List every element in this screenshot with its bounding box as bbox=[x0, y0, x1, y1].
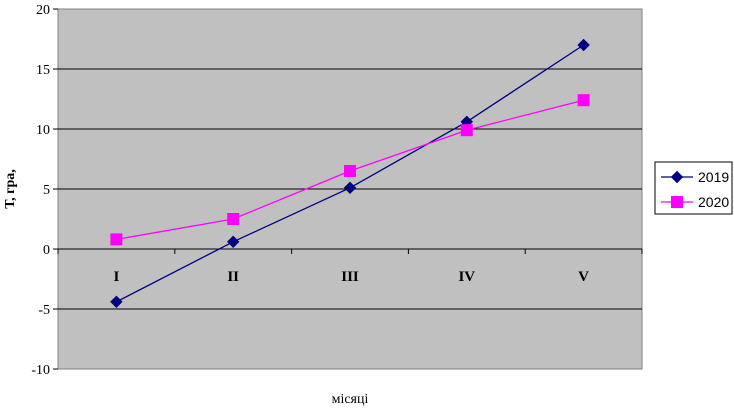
data-point bbox=[577, 38, 590, 52]
legend-marker bbox=[671, 196, 683, 208]
data-point bbox=[110, 295, 123, 309]
y-tick-label: 0 bbox=[43, 243, 50, 258]
y-tick-label: -5 bbox=[38, 303, 50, 318]
y-axis-title: Т, гра, bbox=[3, 169, 18, 209]
legend-marker bbox=[670, 170, 684, 184]
data-point bbox=[577, 94, 590, 107]
x-axis-title: місяці bbox=[332, 392, 369, 407]
data-point bbox=[226, 235, 240, 249]
legend-label: 2019 bbox=[698, 169, 729, 185]
legend-item-2019: 2019 bbox=[661, 169, 729, 185]
legend-box bbox=[654, 161, 733, 215]
legend: 2019 2020 bbox=[654, 161, 733, 215]
y-tick-label: 20 bbox=[36, 3, 50, 18]
category-label: III bbox=[341, 269, 359, 285]
x-axis-category-labels: I II III IV V bbox=[113, 269, 589, 285]
category-label: V bbox=[578, 269, 589, 285]
y-axis-ticks: 20 15 10 5 0 -5 -10 bbox=[31, 3, 58, 378]
category-label: IV bbox=[458, 269, 475, 285]
category-label: II bbox=[227, 269, 239, 285]
data-point bbox=[227, 213, 240, 225]
y-tick-label: -10 bbox=[31, 363, 50, 378]
series-2020 bbox=[110, 94, 590, 246]
y-tick-label: 10 bbox=[36, 123, 50, 138]
data-point bbox=[344, 165, 356, 177]
legend-item-2020: 2020 bbox=[661, 194, 729, 210]
category-label: I bbox=[113, 269, 119, 285]
data-point bbox=[343, 181, 357, 195]
data-point bbox=[460, 124, 473, 137]
x-axis bbox=[57, 248, 643, 254]
data-point bbox=[110, 233, 123, 246]
y-tick-label: 5 bbox=[43, 183, 50, 198]
legend-label: 2020 bbox=[698, 194, 729, 210]
y-tick-label: 15 bbox=[36, 63, 50, 78]
series-group bbox=[110, 38, 590, 309]
